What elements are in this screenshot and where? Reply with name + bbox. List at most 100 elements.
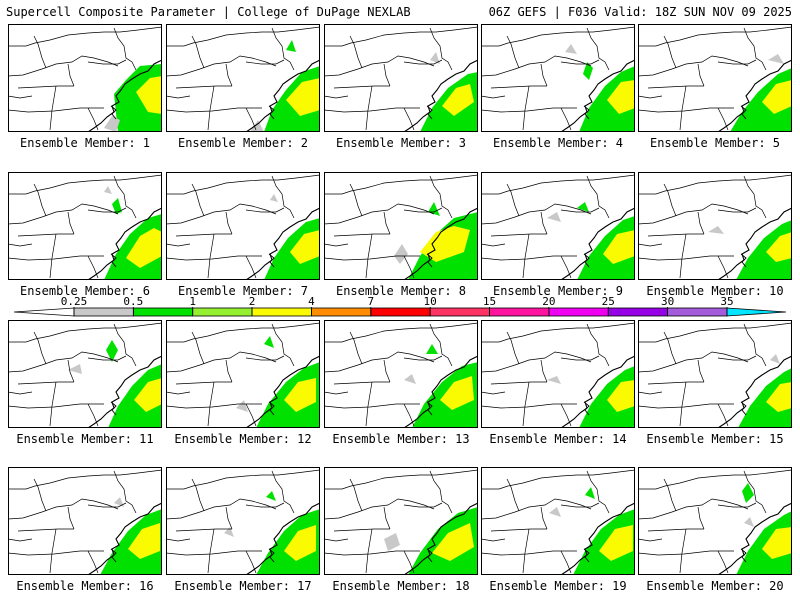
legend-tick-label: 4 xyxy=(308,296,315,308)
ensemble-member-label: Ensemble Member: 19 xyxy=(489,579,627,593)
state-boundary-line xyxy=(638,243,663,247)
state-boundary-line xyxy=(324,174,478,195)
state-boundary-line xyxy=(679,528,687,574)
scp-contour-fill xyxy=(68,364,82,374)
state-boundary-line xyxy=(324,469,478,490)
ensemble-panel-map xyxy=(481,467,635,575)
state-boundary-line xyxy=(679,233,687,279)
state-boundary-line xyxy=(429,27,453,71)
state-boundary-line xyxy=(175,233,232,237)
state-boundary-line xyxy=(522,528,530,574)
state-boundary-line xyxy=(586,175,610,219)
state-boundary-line xyxy=(271,27,295,71)
scp-contour-fill xyxy=(126,228,162,268)
ensemble-member-label: Ensemble Member: 1 xyxy=(19,136,151,150)
panel-border xyxy=(166,172,320,280)
state-boundary-line xyxy=(17,85,74,89)
scp-map-svg xyxy=(481,172,635,280)
legend-color-box xyxy=(132,307,194,317)
state-boundary-line xyxy=(67,63,75,87)
panel-border xyxy=(8,320,162,428)
scp-contour-fill xyxy=(128,523,160,559)
state-boundary-line xyxy=(166,469,320,490)
page-header: Supercell Composite Parameter | College … xyxy=(0,0,800,22)
state-boundary-line xyxy=(481,203,592,225)
ensemble-panel-map xyxy=(166,320,320,428)
state-boundary-line xyxy=(717,59,757,65)
state-boundary-line xyxy=(506,331,520,365)
state-boundary-line xyxy=(697,63,705,87)
state-boundary-line xyxy=(271,470,295,514)
coastline xyxy=(245,502,320,575)
state-boundary-line xyxy=(383,63,391,87)
state-boundary-line xyxy=(481,55,592,77)
state-boundary-line xyxy=(324,55,435,77)
state-boundary-line xyxy=(49,381,57,427)
chesapeake-bay xyxy=(268,548,275,563)
state-boundaries xyxy=(324,174,478,279)
state-boundary-line xyxy=(8,203,119,225)
state-boundary-line xyxy=(429,323,453,367)
scp-map-svg xyxy=(8,467,162,575)
chesapeake-bay xyxy=(268,401,275,416)
scp-contour-fill xyxy=(104,186,112,194)
state-boundary-line xyxy=(87,355,127,361)
scp-contour-fill xyxy=(442,84,474,116)
coastline xyxy=(560,59,635,132)
scp-contour-fill xyxy=(286,40,296,52)
color-legend: 0.25 0.5 1 2 4 7 10 15 20 25 30 35 xyxy=(0,296,800,322)
state-boundary-line xyxy=(383,506,391,530)
panel-border xyxy=(166,467,320,575)
state-boundaries xyxy=(166,469,320,574)
state-boundary-line xyxy=(743,323,767,367)
scp-contour-fill xyxy=(250,120,264,132)
state-boundary-line xyxy=(225,506,233,530)
ensemble-panel-map xyxy=(324,320,478,428)
ensemble-member-label: Ensemble Member: 16 xyxy=(16,579,154,593)
scp-contour-fill xyxy=(100,509,162,575)
state-boundaries xyxy=(8,26,162,131)
scp-contour-fill xyxy=(565,44,577,54)
state-boundary-line xyxy=(697,359,705,383)
scp-contour-fill xyxy=(236,400,248,412)
ensemble-member-label: Ensemble Member: 9 xyxy=(492,284,624,298)
scp-contour-fill xyxy=(599,525,633,561)
legend-color-box xyxy=(192,307,253,317)
scp-map-svg xyxy=(481,24,635,132)
scp-contour-fill xyxy=(420,226,470,262)
ensemble-panel-map xyxy=(166,172,320,280)
state-boundary-line xyxy=(481,391,506,395)
legend-arrow-left xyxy=(13,307,75,317)
scp-contour-fill xyxy=(104,116,120,132)
panel-border xyxy=(324,467,478,575)
state-boundary-line xyxy=(166,538,191,542)
state-boundary-line xyxy=(245,355,285,361)
chesapeake-bay xyxy=(426,105,433,120)
scp-contour-fill xyxy=(430,52,440,64)
model-run-info: 06Z GEFS | F036 Valid: 18Z SUN NOV 09 20… xyxy=(488,5,792,19)
legend-tick-label: 15 xyxy=(483,296,496,308)
scp-contour-fill xyxy=(440,376,474,410)
state-boundary-line xyxy=(191,183,205,217)
state-boundary-line xyxy=(586,27,610,71)
legend-tick-label: 2 xyxy=(249,296,256,308)
panel-border xyxy=(638,320,792,428)
panel-border xyxy=(166,24,320,132)
scp-contour-fill xyxy=(577,216,635,280)
state-boundary-line xyxy=(49,85,57,131)
panel-border xyxy=(481,320,635,428)
state-boundary-line xyxy=(522,233,530,279)
ensemble-member-label: Ensemble Member: 17 xyxy=(174,579,312,593)
chesapeake-bay xyxy=(268,253,275,268)
state-boundary-line xyxy=(490,381,547,385)
ensemble-panel-map xyxy=(638,24,792,132)
scp-contour-fill xyxy=(573,509,635,575)
state-boundary-line xyxy=(245,502,285,508)
state-boundary-line xyxy=(8,538,33,542)
scp-contour-fill xyxy=(404,374,416,384)
state-boundary-line xyxy=(743,27,767,71)
panel-border xyxy=(8,24,162,132)
panel-border xyxy=(166,320,320,428)
state-boundary-line xyxy=(522,381,530,427)
state-boundary-line xyxy=(191,331,205,365)
